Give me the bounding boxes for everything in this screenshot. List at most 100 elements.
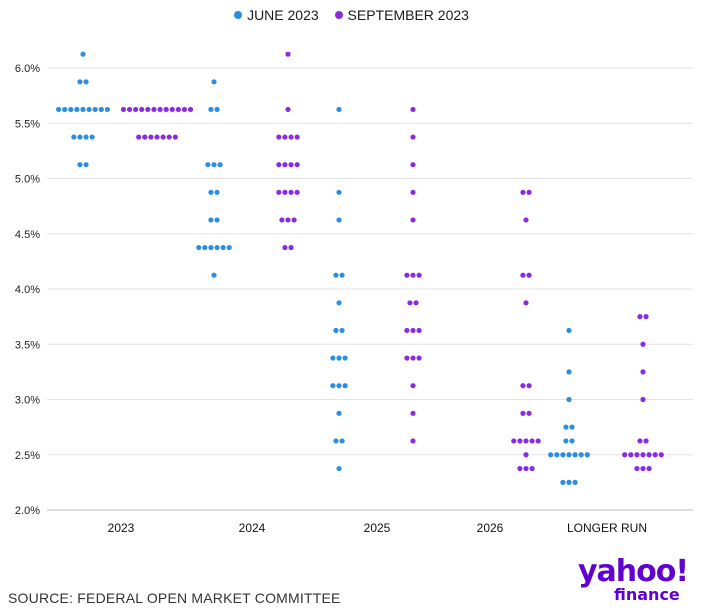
june-2023-dot [211,162,217,168]
june-2023-dot [563,438,569,444]
september-2023-dot [520,272,526,278]
september-2023-dot [643,438,649,444]
june-2023-dot [80,51,86,57]
september-2023-dot [294,134,300,140]
june-2023-dot [77,79,83,85]
september-2023-dot [410,189,416,195]
september-2023-dot [634,465,640,472]
june-2023-dot [92,106,98,113]
june-2023-dot [86,106,92,113]
june-2023-dot [578,452,584,458]
september-2023-dot [640,465,646,472]
september-2023-dot [407,300,413,306]
september-2023-dot [410,106,416,113]
september-2023-dot [526,410,532,416]
september-2023-dot [410,383,416,389]
september-2023-dot [285,106,291,113]
june-2023-dot [214,189,220,195]
june-2023-dot [217,162,223,168]
september-2023-dot [640,396,646,403]
september-2023-dot [646,452,652,458]
september-2023-dot [404,355,410,361]
september-2023-dot [410,134,416,140]
june-2023-dot [566,452,572,458]
june-2023-dot [336,465,342,472]
june-2023-dot [83,134,89,140]
september-2023-dot [276,134,282,140]
september-2023-dot [535,438,541,444]
y-tick-label: 2.5% [15,450,40,462]
y-tick-label: 3.0% [15,395,40,407]
y-tick-label: 6.0% [15,63,40,75]
june-2023-dot [208,106,214,113]
september-2023-dot [285,217,291,223]
september-2023-dot [410,438,416,444]
june-2023-dot [572,452,578,458]
september-2023-dot [279,217,285,223]
september-2023-dot [646,465,652,472]
september-2023-dot [652,452,658,458]
june-2023-dot [336,189,342,195]
june-2023-dot [339,438,345,444]
september-2023-dot [523,438,529,444]
legend-dot-june-icon [234,11,243,19]
june-2023-dot [220,244,226,251]
legend-label-june: JUNE 2023 [247,7,319,23]
june-2023-dot [342,383,348,389]
june-2023-dot [584,452,590,458]
september-2023-dot [410,355,416,361]
september-2023-dot [523,217,529,223]
june-2023-dot [83,162,89,168]
september-2023-dot [637,314,643,320]
june-2023-dot [566,327,572,334]
x-tick-label: 2026 [477,521,504,535]
september-2023-dot [139,106,145,113]
june-2023-dot [569,438,575,444]
june-2023-dot [336,355,342,361]
june-2023-dot [211,272,217,278]
september-2023-dot [160,134,166,140]
september-2023-dot [622,452,628,458]
september-2023-dot [136,134,142,140]
june-2023-dot [74,106,80,113]
june-2023-dot [339,327,345,334]
september-2023-dot [154,134,160,140]
june-2023-dot [104,106,110,113]
september-2023-dot [520,383,526,389]
september-2023-dot [413,300,419,306]
june-2023-dot [336,383,342,389]
september-2023-dot [276,189,282,195]
september-2023-dot [511,438,517,444]
september-2023-dot [529,465,535,472]
logo-main-text: yahoo! [578,554,689,589]
september-2023-dot [126,106,133,113]
june-2023-dot [83,79,89,85]
june-2023-dot [62,106,68,113]
june-2023-dot [330,355,336,361]
september-2023-dot [404,272,410,278]
september-2023-dot [142,134,148,140]
x-tick-label: 2024 [239,521,266,535]
june-2023-dot [336,217,342,223]
june-2023-dot [566,369,572,375]
september-2023-dot [157,106,163,113]
september-2023-dot [163,106,169,113]
september-2023-dot [148,134,154,140]
june-2023-dot [566,479,572,485]
june-2023-dot [214,106,220,113]
september-2023-dot [172,134,178,140]
september-2023-dot [529,438,535,444]
y-tick-label: 5.5% [15,118,40,130]
september-2023-dot [526,272,532,278]
june-2023-dot [336,300,342,306]
september-2023-dot [120,106,127,113]
september-2023-dot [288,134,294,140]
september-2023-dot [628,452,634,458]
september-2023-dot [640,369,646,375]
september-2023-dot [640,341,646,347]
september-2023-dot [166,134,172,140]
september-2023-dot [288,244,294,251]
june-2023-dot [89,134,95,140]
x-tick-label: 2025 [364,521,391,535]
june-2023-dot [560,452,566,458]
